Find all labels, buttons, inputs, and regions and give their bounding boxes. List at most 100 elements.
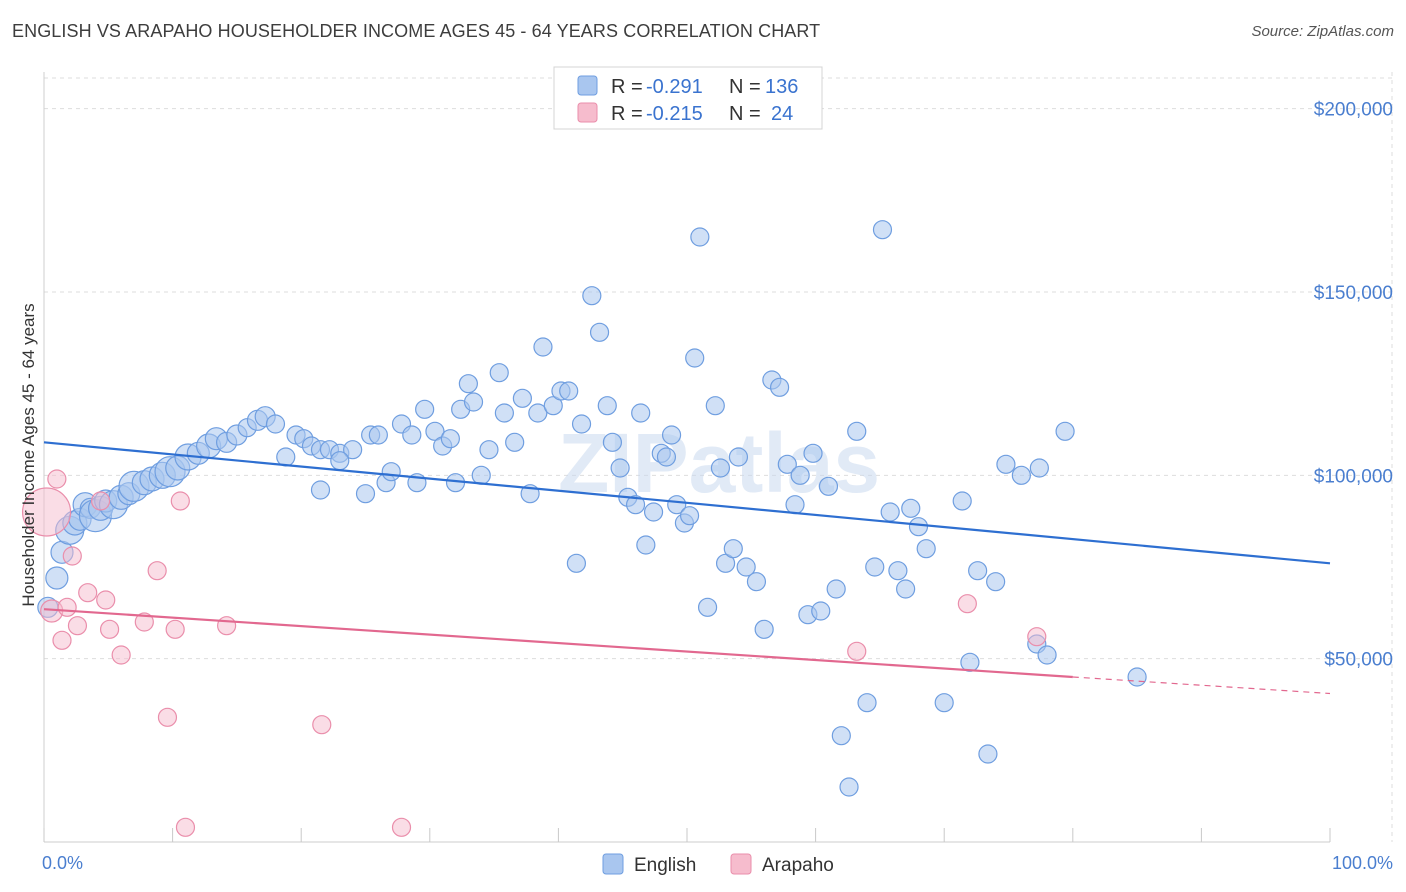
y-tick-label: $50,000 <box>1324 650 1393 671</box>
arapaho-point <box>96 590 116 610</box>
arapaho-trend-extension <box>1072 676 1331 695</box>
english-point <box>847 421 867 441</box>
english-point <box>458 374 478 394</box>
english-point <box>736 557 756 577</box>
english-point <box>276 447 296 467</box>
x-tick-label: 0.0% <box>42 853 83 873</box>
english-point <box>790 465 810 485</box>
english-point <box>368 425 388 445</box>
english-point <box>978 744 998 764</box>
english-point <box>785 495 805 515</box>
y-tick-label: $200,000 <box>1314 100 1393 121</box>
english-point <box>690 227 710 247</box>
english-point <box>1037 645 1057 665</box>
english-point <box>908 517 929 537</box>
legend-n-value-english: 136 <box>765 76 798 98</box>
english-point <box>968 561 988 581</box>
english-point <box>1029 458 1049 478</box>
axis-layer <box>43 72 1331 843</box>
english-point <box>566 553 587 573</box>
source-credit: Source: ZipAtlas.com <box>1251 23 1394 40</box>
arapaho-point <box>67 616 88 636</box>
legend-n-label-english: N = <box>729 76 761 98</box>
english-point <box>1055 421 1075 441</box>
legend-r-value-english: -0.291 <box>646 76 703 98</box>
english-trend-line <box>43 441 1331 565</box>
english-point <box>728 447 749 467</box>
bottom-legend-label-arapaho: Arapaho <box>762 855 834 876</box>
arapaho-point <box>957 594 977 614</box>
english-point <box>746 572 767 592</box>
english-point <box>528 403 548 423</box>
bottom-legend-swatch-english <box>602 853 624 875</box>
english-point <box>463 392 484 412</box>
english-point <box>952 491 972 511</box>
english-point <box>777 454 797 474</box>
arapaho-point <box>175 817 196 837</box>
english-point <box>661 425 682 445</box>
english-point <box>996 454 1016 474</box>
chart-title: ENGLISH VS ARAPAHO HOUSEHOLDER INCOME AG… <box>12 21 821 41</box>
english-point <box>343 440 363 460</box>
english-point <box>888 561 908 581</box>
y-tick-label: $100,000 <box>1314 466 1393 487</box>
english-point <box>710 458 731 478</box>
english-point <box>803 443 823 463</box>
english-point <box>559 381 579 401</box>
tick-labels: $50,000 $100,000 $150,000 $200,000 0.0% 100.0… <box>42 100 1393 873</box>
english-point <box>934 693 954 713</box>
english-point <box>818 476 839 496</box>
legend-swatch-english <box>577 75 598 96</box>
english-point <box>489 363 509 383</box>
arapaho-point <box>165 619 185 639</box>
english-point <box>330 451 350 471</box>
bottom-legend-label-english: English <box>634 855 696 876</box>
arapaho-point <box>147 561 167 581</box>
legend-n-value-arapaho: 24 <box>771 103 793 125</box>
arapaho-point <box>847 641 867 661</box>
english-point <box>631 403 651 423</box>
trend-layer <box>43 441 1331 695</box>
english-point <box>679 506 700 526</box>
english-point <box>1127 667 1147 687</box>
english-point <box>597 396 617 416</box>
english-points <box>37 220 1147 797</box>
english-point <box>960 652 980 672</box>
english-point <box>440 429 460 449</box>
bottom-legend-swatch-arapaho <box>730 853 752 875</box>
arapaho-point <box>157 707 178 727</box>
arapaho-point <box>134 612 154 632</box>
arapaho-point <box>21 487 72 537</box>
english-point <box>471 465 491 485</box>
english-point <box>265 414 286 434</box>
english-point <box>857 693 877 713</box>
english-point <box>310 480 331 500</box>
arapaho-point <box>111 645 131 665</box>
english-point <box>479 440 499 460</box>
arapaho-point <box>47 469 67 489</box>
english-point <box>865 557 885 577</box>
arapaho-point <box>78 583 98 603</box>
english-point <box>754 619 774 639</box>
legend-box: R = -0.291 N = 136 R = -0.215 N = 24 <box>553 66 823 130</box>
english-point <box>839 777 859 797</box>
arapaho-point <box>312 715 332 735</box>
english-point <box>494 403 514 423</box>
english-point <box>656 447 677 467</box>
legend-r-label-english: R = <box>611 76 643 98</box>
english-point <box>602 432 623 452</box>
english-point <box>880 502 900 522</box>
english-point <box>826 579 846 599</box>
english-point <box>643 502 664 522</box>
english-point <box>831 726 851 746</box>
english-point <box>723 539 743 559</box>
arapaho-point <box>391 817 412 837</box>
arapaho-trend-line <box>43 608 1073 679</box>
english-point <box>685 348 705 368</box>
english-point <box>811 601 831 621</box>
english-point <box>45 566 69 590</box>
english-point <box>415 399 435 419</box>
english-point <box>1011 465 1031 485</box>
english-point <box>916 539 936 559</box>
english-point <box>355 484 376 504</box>
